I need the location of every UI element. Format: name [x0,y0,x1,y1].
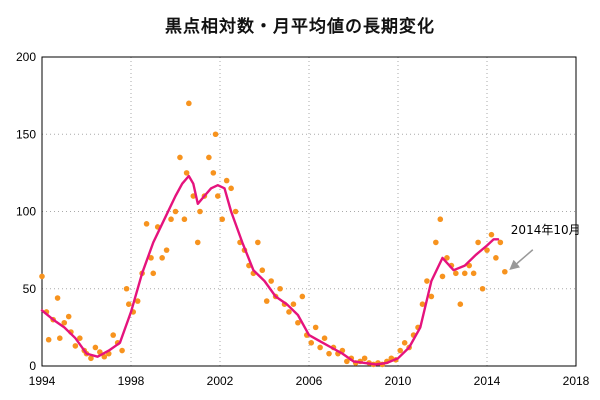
data-point [212,131,219,138]
y-tick-label-200: 200 [16,50,36,64]
x-tick-label-2006: 2006 [296,374,323,388]
data-point [255,239,261,246]
data-point [433,239,439,246]
data-point [101,353,108,360]
data-point [290,301,297,308]
smoothed-line-group [40,174,500,366]
annotation-label: 2014年10月 [511,223,581,237]
axes: 1994 1998 2002 2006 2010 2014 2018 0 50 100 150 200 [16,50,590,388]
data-point [437,216,444,223]
data-point [110,332,116,338]
data-point [484,247,490,253]
data-point [461,270,468,277]
data-point [321,335,328,341]
data-point [159,255,165,261]
data-point [134,298,141,304]
y-tick-label-100: 100 [16,205,36,219]
data-point [453,270,459,277]
data-point [183,170,190,176]
data-point [57,335,63,341]
data-point [181,216,188,223]
x-tick-label-2002: 2002 [207,374,234,388]
plot-frame [41,56,577,367]
data-point [210,170,217,176]
data-point [361,355,368,362]
data-point [39,273,45,280]
data-point [123,285,130,292]
data-point [457,301,464,308]
y-tick-label-150: 150 [16,127,36,141]
data-point [263,298,270,304]
x-tick-label-2018: 2018 [563,374,590,388]
x-tick-label-1994: 1994 [29,374,56,388]
data-point [77,335,83,341]
data-point [444,255,450,261]
grid [42,57,576,366]
data-point [197,208,203,215]
annotation: 2014年10月 [509,223,581,271]
data-point [150,270,157,277]
data-point [397,347,404,354]
x-tick-label-2010: 2010 [385,374,412,388]
data-point [470,270,477,277]
data-point [277,285,283,292]
data-point [401,340,408,346]
data-point [168,216,174,223]
data-point [186,100,192,107]
data-point [424,278,430,284]
data-point [143,221,150,227]
data-point [479,285,486,292]
data-point [125,301,132,308]
data-point [61,319,68,326]
data-point [92,344,99,351]
data-point [65,313,72,320]
data-point [232,208,239,215]
annotation-arrow [509,249,534,271]
y-tick-label-0: 0 [29,359,36,373]
data-point [502,268,508,275]
data-point [259,267,266,274]
data-point [172,208,179,215]
data-point [312,324,319,331]
data-point [419,301,426,308]
data-point [497,239,504,246]
data-point [268,278,274,284]
data-point [194,239,201,246]
data-point [299,293,306,300]
data-point [488,231,495,238]
data-point [214,193,221,199]
data-point [177,154,183,161]
data-point [295,319,301,326]
data-point [326,350,332,357]
data-point [206,154,212,161]
x-tick-label-2014: 2014 [474,374,501,388]
data-point [228,185,234,192]
data-point [148,255,154,261]
data-point [223,177,230,184]
data-point [72,343,79,349]
monthly-points [39,100,508,368]
y-tick-label-50: 50 [23,282,37,296]
data-point [219,216,226,223]
data-point [119,347,125,354]
x-tick-label-1998: 1998 [118,374,145,388]
data-point [475,239,481,246]
smoothed-line [40,174,500,366]
data-point [428,293,435,300]
data-point [493,255,499,261]
data-point [308,340,315,346]
data-point [54,295,61,301]
data-point [286,309,292,315]
data-point [88,355,94,362]
data-point [163,247,170,253]
chart-title: 黒点相対数・月平均値の長期変化 [165,17,435,37]
data-point [317,344,323,351]
data-point [439,273,446,280]
data-point [344,358,350,365]
data-point [45,336,52,343]
